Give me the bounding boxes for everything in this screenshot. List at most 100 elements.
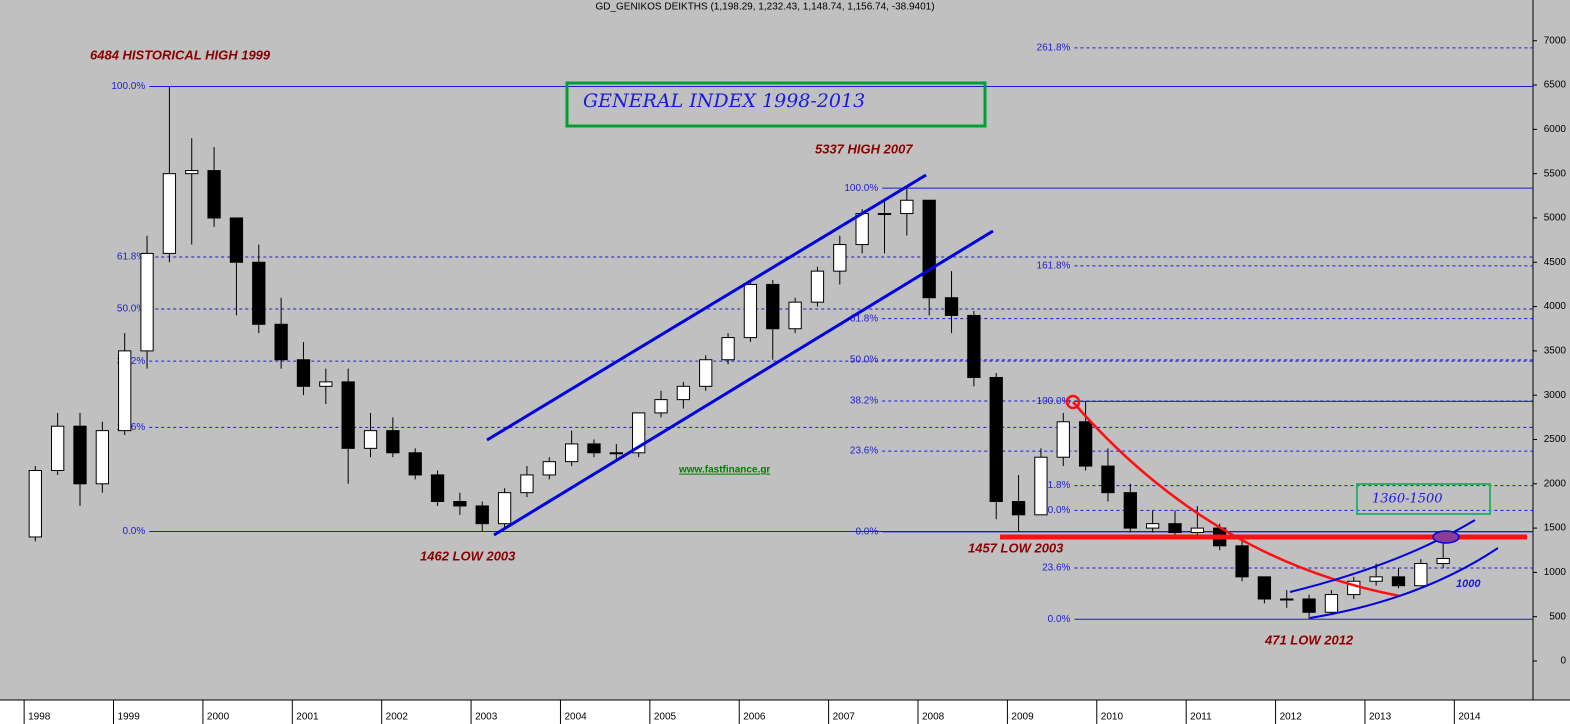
candle-body <box>430 474 445 503</box>
title-box <box>565 81 987 128</box>
fib-label: 161.8% <box>1037 260 1071 271</box>
y-tick-label: 3000 <box>1544 390 1567 401</box>
candle-body <box>542 461 556 476</box>
candle-body <box>296 359 311 387</box>
candle-body <box>1391 576 1406 587</box>
x-tick-label: 2012 <box>1280 712 1303 723</box>
candle-body <box>1168 523 1182 534</box>
candle-body <box>1235 545 1249 578</box>
x-tick-label: 2005 <box>654 712 677 723</box>
fib-label: 100.0% <box>1037 396 1071 407</box>
y-tick-label: 6500 <box>1544 80 1567 91</box>
candle-body <box>453 501 467 507</box>
fib-label: 50.0% <box>850 354 878 365</box>
candle-body <box>51 425 65 472</box>
candle-body <box>743 283 758 339</box>
x-tick-label: 2011 <box>1190 712 1212 723</box>
candle-body <box>162 173 177 254</box>
candle-body <box>810 270 825 303</box>
candle-body <box>788 301 802 330</box>
candle-body <box>721 337 735 361</box>
candle-body <box>944 297 959 316</box>
candle-body <box>1280 598 1294 601</box>
candle-body <box>207 170 221 219</box>
annotation: 5337 HIGH 2007 <box>815 141 913 156</box>
channel-lower <box>493 229 994 537</box>
fib-label: 38.2% <box>850 396 878 407</box>
candle-body <box>497 492 512 525</box>
candle-body <box>140 252 154 352</box>
candle-body <box>341 381 355 449</box>
candle-body <box>676 385 691 401</box>
candle-body <box>1146 523 1160 529</box>
y-tick-label: 1500 <box>1544 523 1567 534</box>
x-tick-label: 2006 <box>743 712 766 723</box>
fib-label: 61.8% <box>117 252 145 263</box>
y-tick-label: 500 <box>1549 611 1566 622</box>
candle-body <box>1078 421 1093 467</box>
y-tick-label: 2000 <box>1544 478 1567 489</box>
target-label: 1360-1500 <box>1372 492 1443 507</box>
candle-body <box>1324 594 1339 613</box>
candle-body <box>922 199 936 299</box>
fib-label: 100.0% <box>844 183 878 194</box>
annotation: 1462 LOW 2003 <box>420 548 516 563</box>
candle-body <box>475 505 489 525</box>
fib-label: 61.8% <box>850 313 878 324</box>
site-link: www.fastfinance.gr <box>678 465 770 476</box>
target-marker <box>1432 530 1460 544</box>
candle-body <box>989 376 1003 503</box>
candle-body <box>386 430 400 454</box>
red-arc <box>1072 401 1401 598</box>
candle-body <box>363 430 378 449</box>
candle-body <box>877 213 892 216</box>
candle-body <box>1436 557 1450 565</box>
annotation: 6484 HISTORICAL HIGH 1999 <box>90 47 271 62</box>
fib-label: 61.8% <box>1042 480 1070 491</box>
candle-body <box>1123 492 1137 529</box>
candle-body <box>900 199 914 215</box>
candle-body <box>1257 576 1272 600</box>
fib-label: 23.6% <box>1042 563 1070 574</box>
y-tick-label: 2500 <box>1544 434 1567 445</box>
y-tick-label: 6000 <box>1544 124 1567 135</box>
x-tick-label: 1998 <box>28 712 51 723</box>
level-label: 1000 <box>1456 578 1481 590</box>
annotation: 471 LOW 2012 <box>1264 632 1354 647</box>
candle-body <box>1011 501 1026 516</box>
candle-body <box>609 452 623 455</box>
candle-body <box>654 399 668 414</box>
candle-body <box>319 381 333 387</box>
y-tick-label: 1000 <box>1544 567 1567 578</box>
candle-body <box>1190 527 1204 534</box>
candle-body <box>229 217 244 263</box>
fib-label: 0.0% <box>855 527 878 538</box>
x-tick-label: 2004 <box>564 712 587 723</box>
x-tick-label: 2013 <box>1369 712 1392 723</box>
chart-title: GD_GENIKOS DEIKTHS (1,198.29, 1,232.43, … <box>595 2 934 13</box>
x-tick-label: 2010 <box>1101 712 1124 723</box>
x-tick-label: 1999 <box>118 712 141 723</box>
x-tick-label: 2009 <box>1011 712 1034 723</box>
fib-label: 50.0% <box>117 304 145 315</box>
candle-body <box>95 430 109 485</box>
box-title: GENERAL INDEX 1998-2013 <box>583 90 865 112</box>
candle-body <box>1101 465 1115 494</box>
red-circle <box>1065 394 1081 410</box>
y-tick-label: 4500 <box>1544 257 1567 268</box>
candle-body <box>1302 598 1316 613</box>
candle-body <box>73 425 87 485</box>
candle-body <box>855 213 869 246</box>
x-tick-label: 2008 <box>922 712 945 723</box>
candle-body <box>520 474 534 494</box>
x-tick-label: 2000 <box>207 712 230 723</box>
y-tick-label: 5000 <box>1544 213 1567 224</box>
channel-upper <box>486 173 927 442</box>
candle-body <box>632 412 646 454</box>
candle-body <box>587 443 601 454</box>
y-tick-label: 4000 <box>1544 301 1567 312</box>
candle-body <box>766 283 780 330</box>
candle-body <box>564 443 579 463</box>
